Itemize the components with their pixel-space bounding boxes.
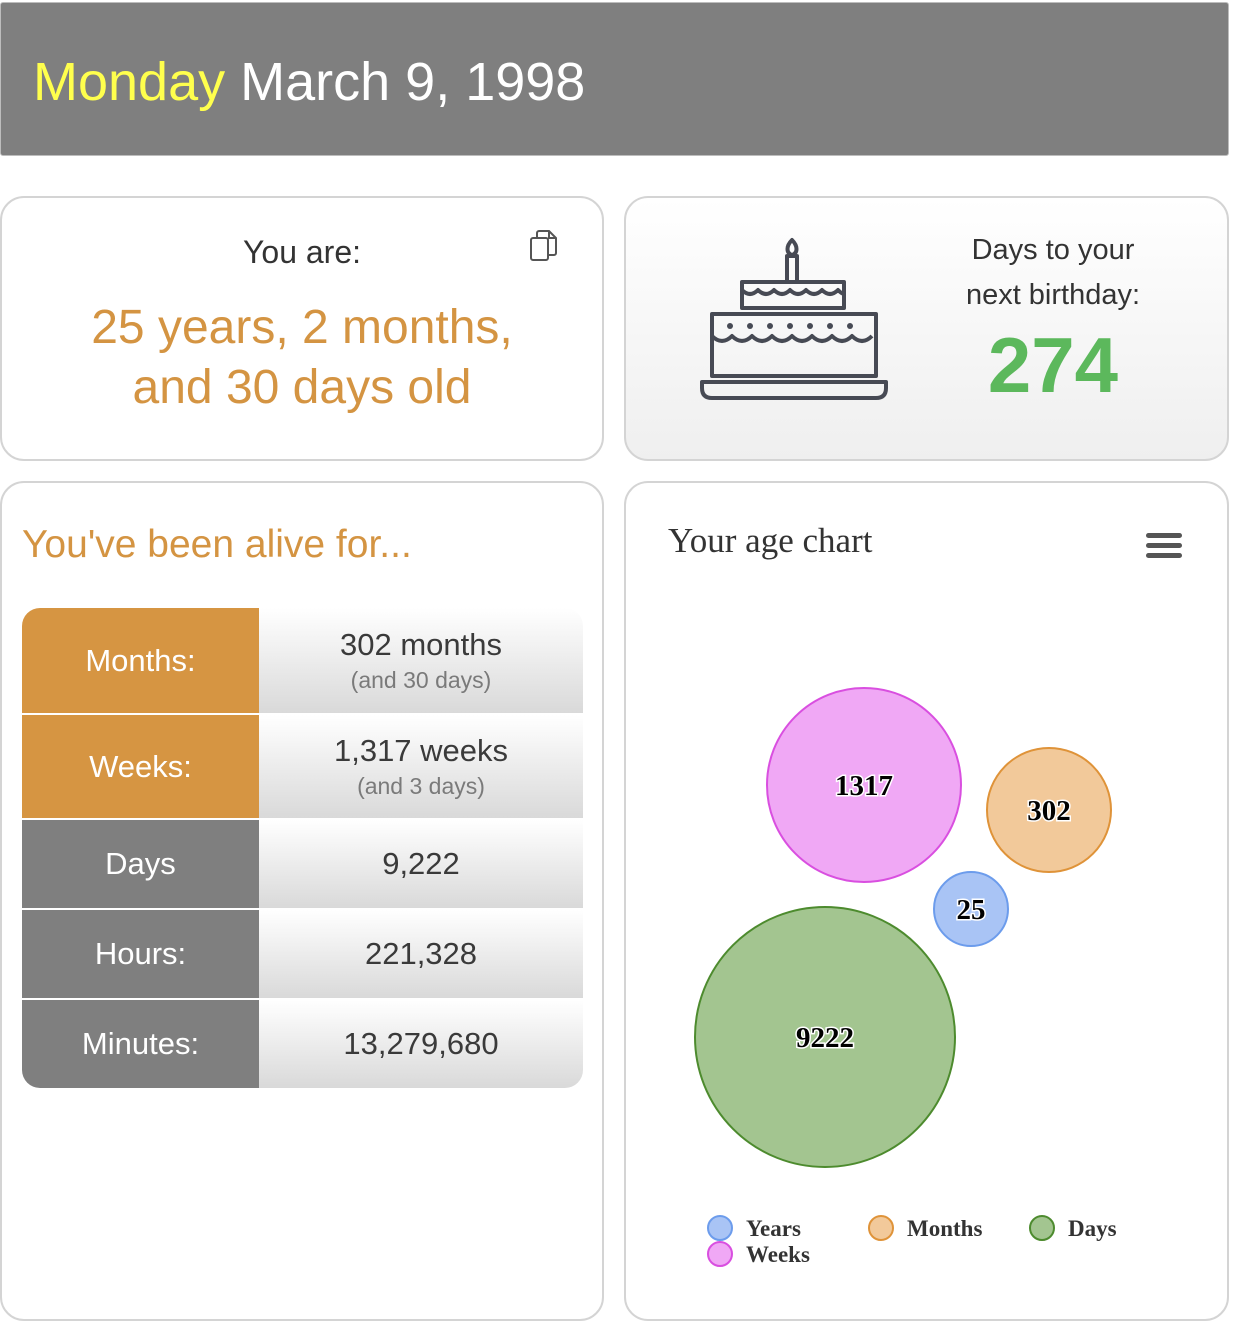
row-label: Months: [22,608,259,713]
day-of-week: Monday [33,52,226,112]
legend-marker-weeks [707,1241,733,1267]
alive-title: You've been alive for... [22,523,412,566]
table-row: Minutes: 13,279,680 [22,998,583,1088]
birthday-label-line2: next birthday: [965,279,1141,311]
bubble-label-days: 9222 [796,1022,854,1054]
row-label: Weeks: [22,715,259,818]
row-value-sub: (and 30 days) [350,667,492,693]
bubble-label-months: 302 [1027,795,1071,827]
age-label: You are: [242,234,362,270]
row-label: Days [22,820,259,908]
chart-title: Your age chart [668,521,873,560]
row-value-sub: (and 3 days) [357,773,485,799]
legend-marker-years [707,1215,733,1241]
row-value: 13,279,680 [259,1000,583,1088]
row-value: 1,317 weeks (and 3 days) [259,715,583,818]
table-row: Months: 302 months (and 30 days) [22,608,583,713]
row-value: 9,222 [259,820,583,908]
row-value-main: 302 months [340,627,502,662]
legend-marker-days [1029,1215,1055,1241]
legend-marker-months [868,1215,894,1241]
row-value: 221,328 [259,910,583,998]
alive-table: Months: 302 months (and 30 days) Weeks: … [22,608,583,1088]
row-value-main: 1,317 weeks [333,733,509,768]
birthday-label: Days to your next birthday: [936,228,1170,318]
row-value: 302 months (and 30 days) [259,608,583,713]
alive-card: You've been alive for... Months: 302 mon… [0,481,604,1321]
table-row: Hours: 221,328 [22,908,583,998]
row-value-main: 9,222 [382,846,460,881]
age-value-line1: 25 years, 2 months, [91,301,513,354]
legend-label-weeks: Weeks [746,1242,810,1267]
row-value-main: 221,328 [364,936,478,971]
hamburger-menu-icon[interactable] [1146,531,1182,561]
header-date: Monday March 9, 1998 [33,51,585,113]
row-label: Minutes: [22,1000,259,1088]
table-row: Days 9,222 [22,818,583,908]
legend-label-days: Days [1068,1216,1117,1241]
birthday-label-line1: Days to your [971,234,1135,266]
legend-item-months[interactable]: Months [868,1215,982,1241]
legend-label-months: Months [907,1216,982,1241]
bubble-years[interactable] [933,871,1009,947]
bubble-days[interactable] [694,906,956,1168]
chart-card: Your age chart 25 1317 302 9222 Years Months D… [624,481,1229,1321]
row-label: Hours: [22,910,259,998]
legend-item-days[interactable]: Days [1029,1215,1117,1241]
legend-label-years: Years [746,1216,801,1241]
birthday-card: Days to your next birthday: 274 [624,196,1229,461]
bubble-chart: 25 1317 302 9222 Years Months Days Weeks [694,687,1117,1267]
bubble-label-years: 25 [957,894,986,926]
bubble-label-weeks: 1317 [835,770,893,802]
bubble-weeks[interactable] [766,687,962,883]
age-value: 25 years, 2 months, and 30 days old [22,298,582,418]
age-value-line2: and 30 days old [132,361,472,414]
copy-icon[interactable] [526,228,562,264]
days-to-birthday: 274 [987,321,1119,409]
legend-item-weeks[interactable]: Weeks [707,1241,810,1267]
row-value-main: 13,279,680 [343,1026,499,1061]
age-card: You are: 25 years, 2 months, and 30 days… [0,196,604,461]
table-row: Weeks: 1,317 weeks (and 3 days) [22,713,583,818]
birthday-cake-icon [700,238,888,400]
date-header: Monday March 9, 1998 [0,2,1229,156]
date-text: March 9, 1998 [240,52,586,112]
bubble-months[interactable] [986,747,1112,873]
legend-item-years[interactable]: Years [707,1215,801,1241]
